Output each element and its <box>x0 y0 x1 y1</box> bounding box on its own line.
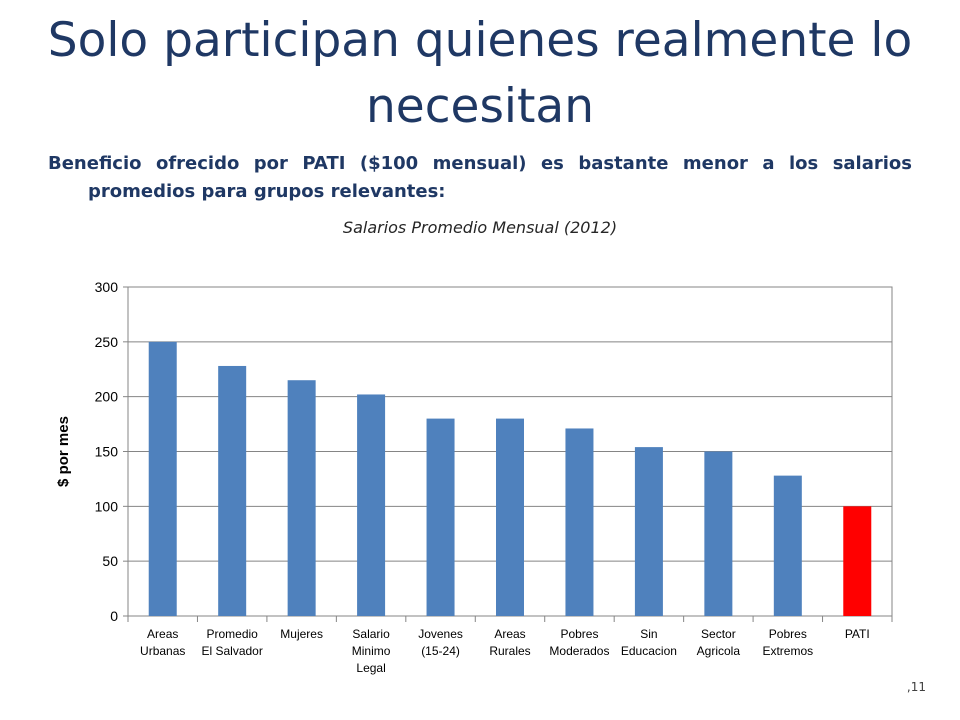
y-tick-label: 250 <box>95 334 119 350</box>
y-tick-label: 150 <box>95 444 119 460</box>
x-tick-label: Jovenes (15-24) <box>418 627 463 658</box>
x-tick-label: Sin Educacion <box>621 627 677 658</box>
x-tick-label: Mujeres <box>280 627 323 641</box>
x-tick-label: Areas Rurales <box>489 627 530 658</box>
y-tick-label: 200 <box>95 389 119 405</box>
x-tick-label: Pobres Moderados <box>549 627 609 658</box>
bar <box>496 418 524 616</box>
bar <box>565 428 594 616</box>
bar <box>287 380 316 616</box>
bar <box>357 394 386 616</box>
x-tick-label: Sector Agricola <box>697 627 741 658</box>
bar <box>148 341 177 616</box>
bar <box>634 447 663 616</box>
bar <box>426 418 455 616</box>
bar <box>218 365 247 616</box>
x-tick-label: PATI <box>845 627 870 641</box>
y-tick-label: 300 <box>95 279 119 295</box>
slide-title: Solo participan quienes realmente lo nec… <box>47 13 913 134</box>
x-tick-label: Salario Minimo Legal <box>352 627 391 675</box>
y-axis-label: $ por mes <box>55 416 72 487</box>
y-tick-label: 50 <box>102 553 118 569</box>
x-tick-label: Areas Urbanas <box>140 627 185 658</box>
page-number: ,11 <box>906 680 926 694</box>
slide-subtitle: Beneficio ofrecido por PATI ($100 mensua… <box>48 153 912 202</box>
chart-title: Salarios Promedio Mensual (2012) <box>342 218 618 237</box>
bar <box>704 451 733 616</box>
bar <box>773 475 802 616</box>
y-tick-label: 0 <box>110 608 118 624</box>
x-tick-label: Pobres Extremos <box>762 627 813 658</box>
bar <box>843 506 872 616</box>
y-tick-label: 100 <box>95 498 119 514</box>
x-tick-label: Promedio El Salvador <box>201 627 262 658</box>
